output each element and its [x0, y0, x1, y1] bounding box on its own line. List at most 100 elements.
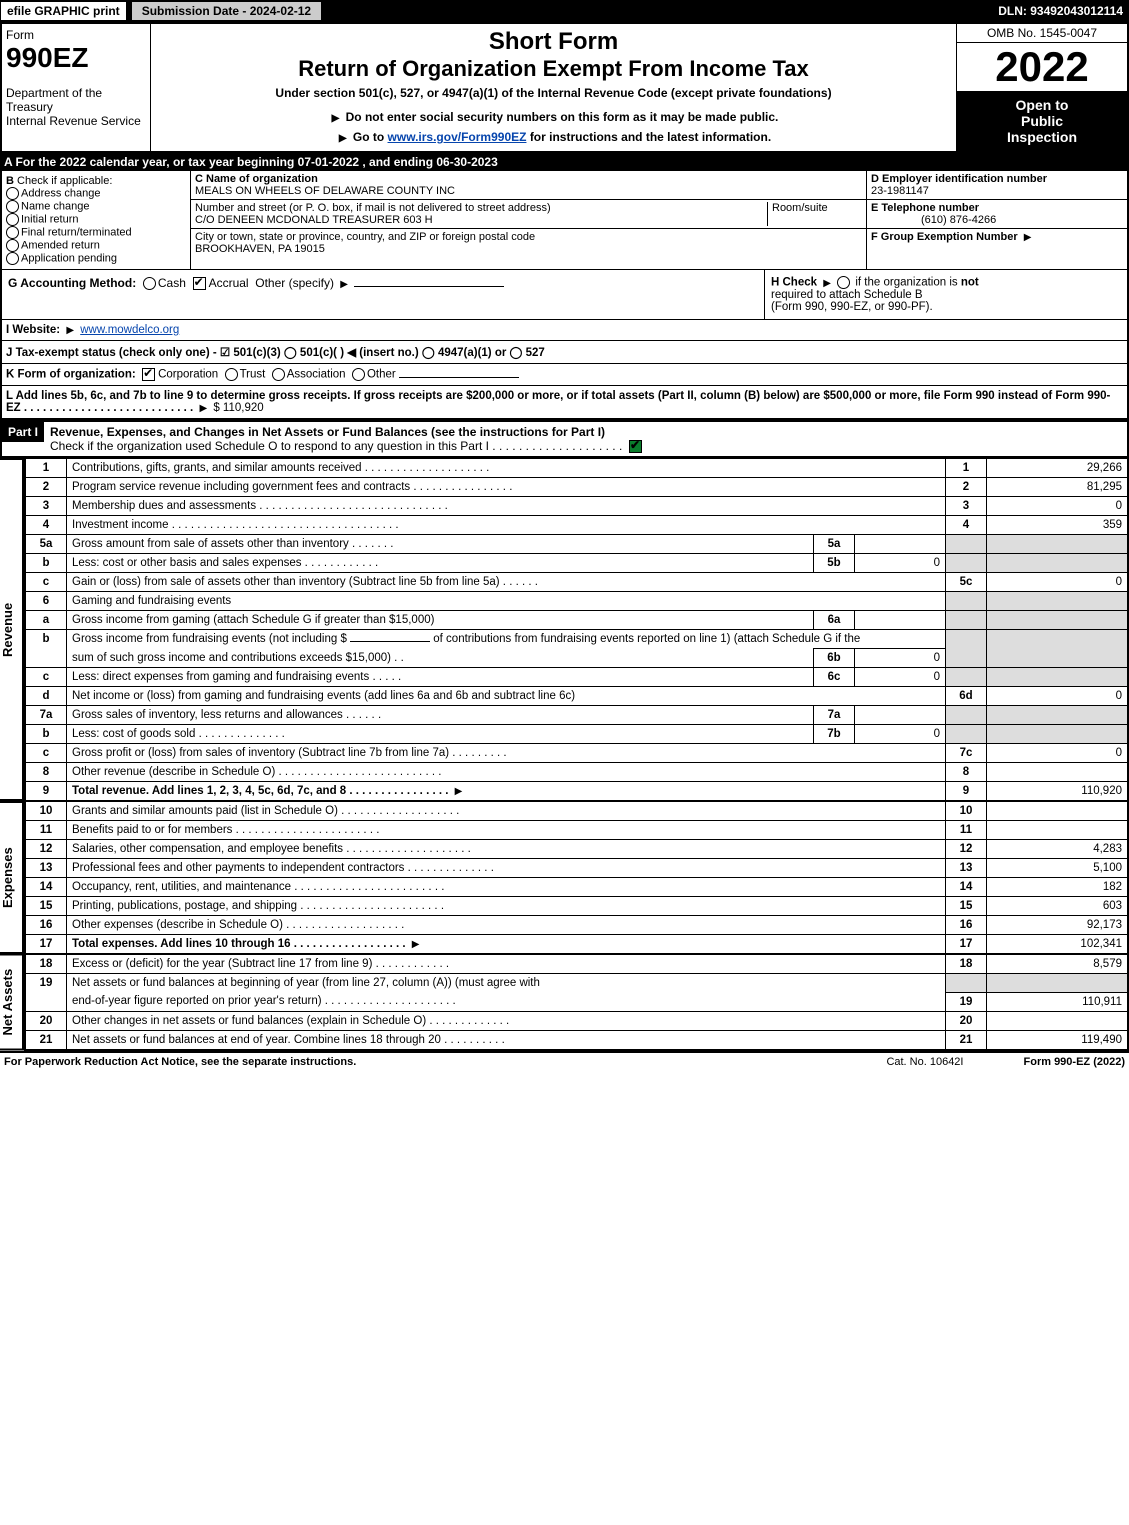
n: 15: [25, 897, 67, 916]
c-city-block: City or town, state or province, country…: [191, 229, 866, 257]
t: Total revenue. Add lines 1, 2, 3, 4, 5c,…: [67, 782, 946, 801]
checkbox-initial-return[interactable]: [6, 213, 19, 226]
a: [987, 1011, 1129, 1030]
line-7b: bLess: cost of goods sold . . . . . . . …: [25, 725, 1128, 744]
line-7c: cGross profit or (loss) from sales of in…: [25, 744, 1128, 763]
line-11: 11Benefits paid to or for members . . . …: [25, 821, 1128, 840]
header-note2: Go to www.irs.gov/Form990EZ for instruct…: [155, 130, 952, 144]
other-specify-line[interactable]: [354, 286, 504, 287]
expenses-section: Expenses 10Grants and similar amounts pa…: [0, 801, 1129, 954]
open3: Inspection: [963, 129, 1121, 145]
rn: 2: [946, 478, 987, 497]
header-left-col: Form 990EZ Department of the Treasury In…: [2, 24, 151, 151]
c-name-label: C Name of organization: [195, 173, 318, 185]
arrow-icon: [196, 402, 210, 414]
n: 20: [25, 1011, 67, 1030]
line-6d: dNet income or (loss) from gaming and fu…: [25, 687, 1128, 706]
a: [987, 763, 1129, 782]
form-header: Form 990EZ Department of the Treasury In…: [0, 22, 1129, 153]
gr: [946, 592, 987, 611]
t1: Gross income from fundraising events (no…: [72, 633, 347, 645]
checkbox-name-change[interactable]: [6, 200, 19, 213]
h-label-pre: H Check: [771, 277, 817, 289]
t: Gross income from gaming (attach Schedul…: [67, 611, 814, 630]
n: d: [25, 687, 67, 706]
city-label: City or town, state or province, country…: [195, 231, 535, 243]
n: 12: [25, 840, 67, 859]
revenue-table: 1Contributions, gifts, grants, and simil…: [24, 458, 1129, 801]
checkbox-accrual[interactable]: [193, 277, 206, 290]
irs-link[interactable]: www.irs.gov/Form990EZ: [388, 130, 527, 144]
gr: [946, 974, 987, 993]
t: Other revenue (describe in Schedule O) .…: [67, 763, 946, 782]
street-value: C/O DENEEN MCDONALD TREASURER 603 H: [195, 214, 433, 226]
header-note1: Do not enter social security numbers on …: [155, 110, 952, 124]
b-check-if: Check if applicable:: [17, 175, 112, 187]
group-label: F Group Exemption Number: [871, 231, 1018, 243]
expenses-table: 10Grants and similar amounts paid (list …: [24, 801, 1129, 954]
a: 0: [987, 744, 1129, 763]
checkbox-other-org[interactable]: [352, 368, 365, 381]
checkbox-final-return[interactable]: [6, 226, 19, 239]
radio-cash[interactable]: [143, 277, 156, 290]
rn: 13: [946, 859, 987, 878]
opt-final-return: Final return/terminated: [21, 226, 132, 238]
gr: [987, 725, 1129, 744]
opt-application-pending: Application pending: [21, 252, 117, 264]
a: 8,579: [987, 955, 1129, 974]
open-to-public-box: Open to Public Inspection: [957, 91, 1127, 151]
fr-bold: 990-EZ: [1054, 1056, 1090, 1068]
a: 92,173: [987, 916, 1129, 935]
arrow-icon: [329, 110, 343, 124]
checkbox-corp[interactable]: [142, 368, 155, 381]
row-i-website: I Website: www.mowdelco.org: [0, 320, 1129, 341]
fr-post: (2022): [1090, 1056, 1125, 1068]
n: 18: [25, 955, 67, 974]
line-3: 3Membership dues and assessments . . . .…: [25, 497, 1128, 516]
line-7a: 7aGross sales of inventory, less returns…: [25, 706, 1128, 725]
n: 8: [25, 763, 67, 782]
mn: 5b: [814, 554, 855, 573]
page-footer: For Paperwork Reduction Act Notice, see …: [0, 1051, 1129, 1071]
gr: [946, 630, 987, 668]
gr: [987, 592, 1129, 611]
gr: [987, 974, 1129, 993]
website-link[interactable]: www.mowdelco.org: [80, 324, 179, 336]
submission-date: Submission Date - 2024-02-12: [131, 1, 322, 21]
opt-name-change: Name change: [21, 200, 90, 212]
t9bold: Total revenue. Add lines 1, 2, 3, 4, 5c,…: [72, 785, 448, 797]
header-subtitle: Under section 501(c), 527, or 4947(a)(1)…: [155, 86, 952, 100]
k-label: K Form of organization:: [6, 369, 136, 381]
checkbox-amended-return[interactable]: [6, 239, 19, 252]
column-c: C Name of organization MEALS ON WHEELS O…: [191, 171, 867, 269]
other-org-line[interactable]: [399, 377, 519, 378]
rn: 19: [946, 992, 987, 1011]
rn: 17: [946, 935, 987, 954]
g-label: G Accounting Method:: [8, 276, 136, 290]
checkbox-address-change[interactable]: [6, 187, 19, 200]
checkbox-assoc[interactable]: [272, 368, 285, 381]
part1-title: Revenue, Expenses, and Changes in Net As…: [50, 425, 605, 439]
t2: end-of-year figure reported on prior yea…: [67, 992, 946, 1011]
efile-print-button[interactable]: efile GRAPHIC print: [0, 1, 127, 21]
checkbox-h[interactable]: [837, 276, 850, 289]
checkbox-schedule-o[interactable]: [629, 440, 642, 453]
opt-trust: Trust: [240, 369, 266, 381]
ma: 0: [855, 725, 946, 744]
t3: sum of such gross income and contributio…: [67, 649, 814, 668]
gr: [946, 554, 987, 573]
blank-amount[interactable]: [350, 641, 430, 642]
a: 110,920: [987, 782, 1129, 801]
line-5a: 5aGross amount from sale of assets other…: [25, 535, 1128, 554]
line-4: 4Investment income . . . . . . . . . . .…: [25, 516, 1128, 535]
ma: [855, 611, 946, 630]
checkbox-trust[interactable]: [225, 368, 238, 381]
arrow-icon: [452, 785, 466, 797]
header-center-col: Short Form Return of Organization Exempt…: [151, 24, 957, 151]
t: Total expenses. Add lines 10 through 16 …: [67, 935, 946, 954]
mn: 6b: [814, 649, 855, 668]
room-suite-label: Room/suite: [768, 202, 862, 226]
line-19a: 19Net assets or fund balances at beginni…: [25, 974, 1128, 993]
checkbox-application-pending[interactable]: [6, 252, 19, 265]
gr: [946, 535, 987, 554]
